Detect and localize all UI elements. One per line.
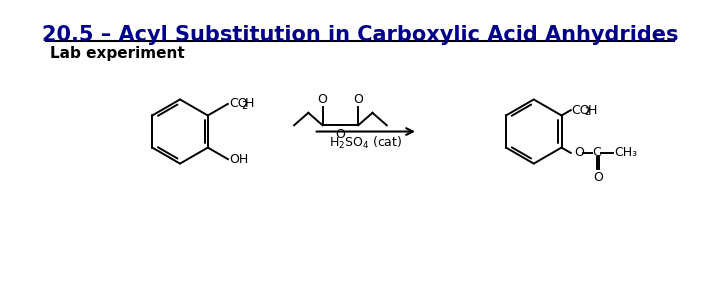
Text: O: O <box>593 171 603 184</box>
Text: CO: CO <box>229 97 248 110</box>
Text: 2: 2 <box>584 107 590 118</box>
Text: CH₃: CH₃ <box>614 146 637 160</box>
Text: O: O <box>318 93 328 106</box>
Text: CO: CO <box>572 104 590 117</box>
Text: Lab experiment: Lab experiment <box>50 46 185 61</box>
Text: H: H <box>245 97 254 110</box>
Text: C: C <box>593 146 601 160</box>
Text: H$_2$SO$_4$ (cat): H$_2$SO$_4$ (cat) <box>329 135 402 151</box>
Text: O: O <box>574 146 584 160</box>
Text: 20.5 – Acyl Substitution in Carboxylic Acid Anhydrides: 20.5 – Acyl Substitution in Carboxylic A… <box>42 24 678 45</box>
Text: 2: 2 <box>241 101 248 111</box>
Text: OH: OH <box>229 153 248 166</box>
Text: H: H <box>588 104 597 117</box>
Text: O: O <box>354 93 363 106</box>
Text: O: O <box>336 128 346 141</box>
